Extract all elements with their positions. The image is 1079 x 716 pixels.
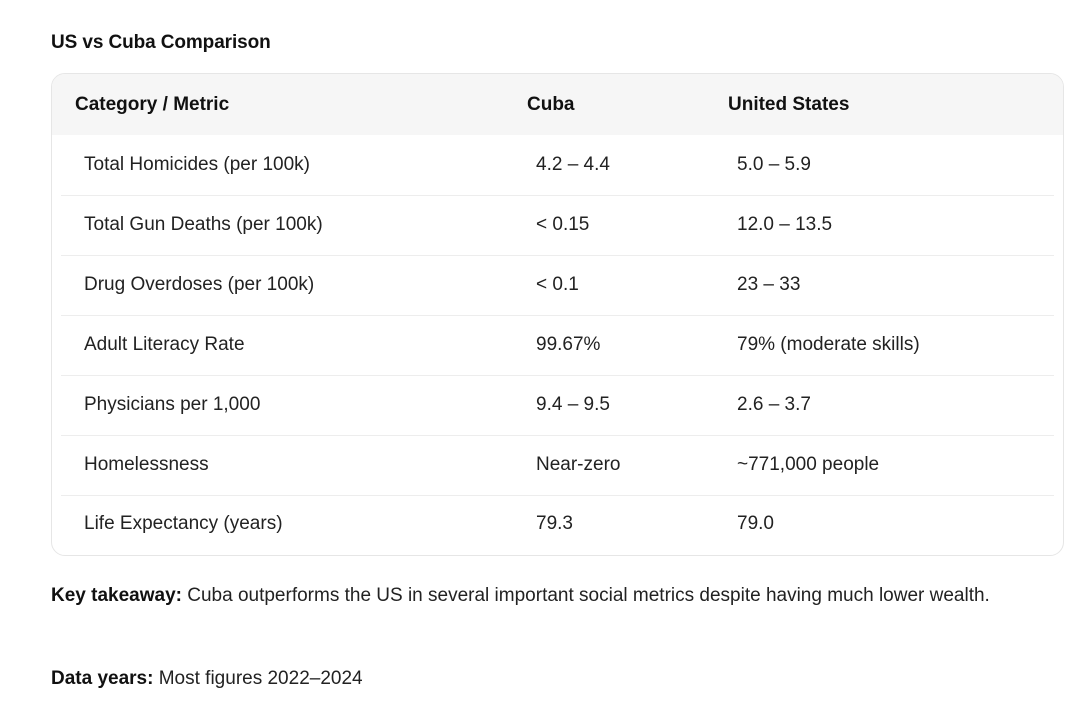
us-cell: 2.6 – 3.7 xyxy=(737,394,811,415)
metric-cell: Physicians per 1,000 xyxy=(84,394,261,415)
cuba-cell: 99.67% xyxy=(536,334,601,355)
us-cell: ~771,000 people xyxy=(737,454,880,475)
table-row: Total Gun Deaths (per 100k) < 0.15 12.0 … xyxy=(61,195,1054,256)
metric-cell: Total Homicides (per 100k) xyxy=(84,154,310,175)
header-united-states: United States xyxy=(728,93,850,115)
table-row: Life Expectancy (years) 79.3 79.0 xyxy=(61,494,1054,554)
table-row: Adult Literacy Rate 99.67% 79% (moderate… xyxy=(61,315,1054,376)
us-cell: 79% (moderate skills) xyxy=(737,334,920,355)
cuba-cell: 9.4 – 9.5 xyxy=(536,394,610,415)
cuba-cell: < 0.15 xyxy=(536,214,590,235)
cuba-cell: 4.2 – 4.4 xyxy=(536,154,610,175)
table-row: Drug Overdoses (per 100k) < 0.1 23 – 33 xyxy=(61,255,1054,316)
us-cell: 23 – 33 xyxy=(737,274,801,295)
us-cell: 5.0 – 5.9 xyxy=(737,154,811,175)
table-row: Total Homicides (per 100k) 4.2 – 4.4 5.0… xyxy=(61,135,1054,196)
comparison-table: Category / Metric Cuba United States Tot… xyxy=(51,73,1064,556)
us-cell: 79.0 xyxy=(737,513,774,534)
us-cell: 12.0 – 13.5 xyxy=(737,214,833,235)
metric-cell: Drug Overdoses (per 100k) xyxy=(84,274,315,295)
table-header-row: Category / Metric Cuba United States xyxy=(52,74,1063,135)
cuba-cell: < 0.1 xyxy=(536,274,579,295)
metric-cell: Total Gun Deaths (per 100k) xyxy=(84,214,323,235)
table-row: Homelessness Near-zero ~771,000 people xyxy=(61,435,1054,496)
data-years-label: Data years: xyxy=(51,668,154,689)
metric-cell: Life Expectancy (years) xyxy=(84,513,283,534)
page-title: US vs Cuba Comparison xyxy=(51,32,271,53)
data-years-text: Most figures 2022–2024 xyxy=(153,668,363,689)
table-row: Physicians per 1,000 9.4 – 9.5 2.6 – 3.7 xyxy=(61,375,1054,436)
header-category: Category / Metric xyxy=(75,93,230,115)
cuba-cell: 79.3 xyxy=(536,513,573,534)
key-takeaway-label: Key takeaway: xyxy=(51,585,182,606)
key-takeaway: Key takeaway: Cuba outperforms the US in… xyxy=(51,578,1051,614)
metric-cell: Homelessness xyxy=(84,454,209,475)
cuba-cell: Near-zero xyxy=(536,454,621,475)
metric-cell: Adult Literacy Rate xyxy=(84,334,245,355)
key-takeaway-text: Cuba outperforms the US in several impor… xyxy=(181,585,990,606)
header-cuba: Cuba xyxy=(527,93,575,115)
data-years: Data years: Most figures 2022–2024 xyxy=(51,664,363,694)
